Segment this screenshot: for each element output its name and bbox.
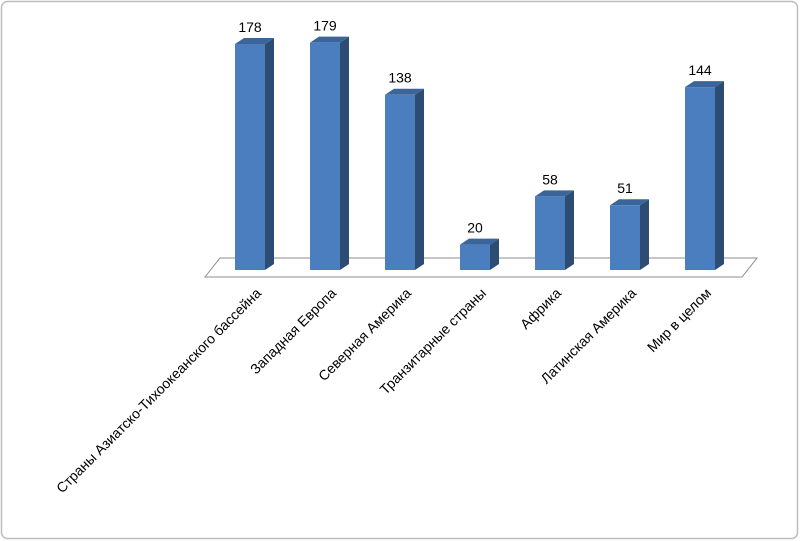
bar-front (535, 196, 565, 270)
bar-top (310, 36, 349, 43)
bar-top (385, 88, 424, 95)
bar (610, 199, 649, 270)
data-label: 51 (617, 180, 633, 196)
data-label: 179 (313, 18, 337, 34)
bar-side (265, 37, 274, 270)
data-label: 144 (688, 62, 712, 78)
bar-front (610, 205, 640, 270)
bar-top (610, 199, 649, 206)
data-label: 138 (388, 70, 412, 86)
bar-front (685, 87, 715, 271)
bar-top (460, 238, 499, 245)
bar-top (235, 37, 274, 44)
bar-side (715, 81, 724, 271)
bar-front (460, 244, 490, 270)
bar-front (385, 94, 415, 271)
data-label: 58 (542, 171, 558, 187)
bar (460, 238, 499, 270)
bar-side (490, 238, 499, 270)
bar (385, 88, 424, 271)
bar (235, 37, 274, 270)
bar (535, 190, 574, 270)
data-label: 178 (238, 19, 262, 35)
bar (685, 81, 724, 271)
bar-side (565, 190, 574, 270)
bar-top (535, 190, 574, 197)
bar-side (640, 199, 649, 270)
bar-top (685, 81, 724, 88)
bar-front (310, 42, 340, 270)
bar-side (340, 36, 349, 270)
data-label: 20 (467, 220, 483, 236)
bar-side (415, 88, 424, 271)
bar (310, 36, 349, 270)
bar-front (235, 43, 265, 270)
